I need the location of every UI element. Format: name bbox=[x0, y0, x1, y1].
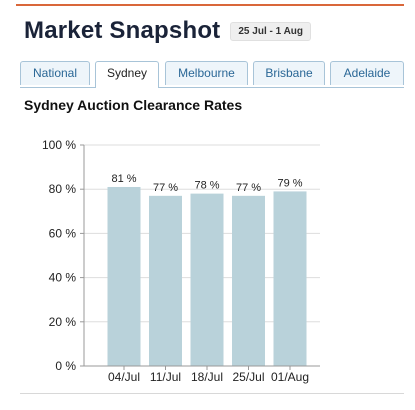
bar bbox=[190, 193, 224, 366]
y-tick-label: 100 % bbox=[42, 138, 76, 152]
x-tick-label: 11/Jul bbox=[150, 370, 181, 384]
tab-national[interactable]: National bbox=[20, 61, 90, 85]
y-tick-label: 0 % bbox=[55, 359, 76, 373]
date-range-badge: 25 Jul - 1 Aug bbox=[230, 21, 312, 41]
y-tick-label: 60 % bbox=[49, 226, 77, 240]
x-tick-label: 04/Jul bbox=[108, 370, 140, 384]
header-accent-rule bbox=[16, 4, 404, 6]
header: Market Snapshot 25 Jul - 1 Aug bbox=[24, 14, 312, 48]
bar-value-label: 78 % bbox=[194, 180, 219, 192]
bar-value-label: 77 % bbox=[236, 182, 261, 194]
tab-sydney[interactable]: Sydney bbox=[95, 61, 159, 88]
x-tick-label: 25/Jul bbox=[232, 370, 264, 384]
bar-value-label: 79 % bbox=[277, 177, 302, 189]
x-tick-label: 01/Aug bbox=[271, 370, 309, 384]
tab-adelaide[interactable]: Adelaide bbox=[330, 61, 404, 85]
tab-melbourne[interactable]: Melbourne bbox=[165, 61, 248, 85]
bar bbox=[107, 186, 141, 366]
bar-value-label: 77 % bbox=[153, 182, 178, 194]
y-tick-label: 20 % bbox=[49, 315, 77, 329]
bar bbox=[149, 195, 182, 366]
section-title: Sydney Auction Clearance Rates bbox=[24, 97, 243, 113]
bottom-divider bbox=[20, 393, 404, 394]
city-tabs: National Sydney Melbourne Brisbane Adela… bbox=[20, 61, 404, 88]
y-tick-label: 40 % bbox=[49, 271, 77, 285]
bar bbox=[232, 195, 265, 366]
y-tick-label: 80 % bbox=[49, 182, 77, 196]
page-title: Market Snapshot bbox=[24, 17, 221, 44]
x-tick-label: 18/Jul bbox=[191, 370, 223, 384]
tab-brisbane[interactable]: Brisbane bbox=[253, 61, 325, 85]
bar-value-label: 81 % bbox=[111, 173, 136, 185]
bar bbox=[273, 191, 307, 366]
